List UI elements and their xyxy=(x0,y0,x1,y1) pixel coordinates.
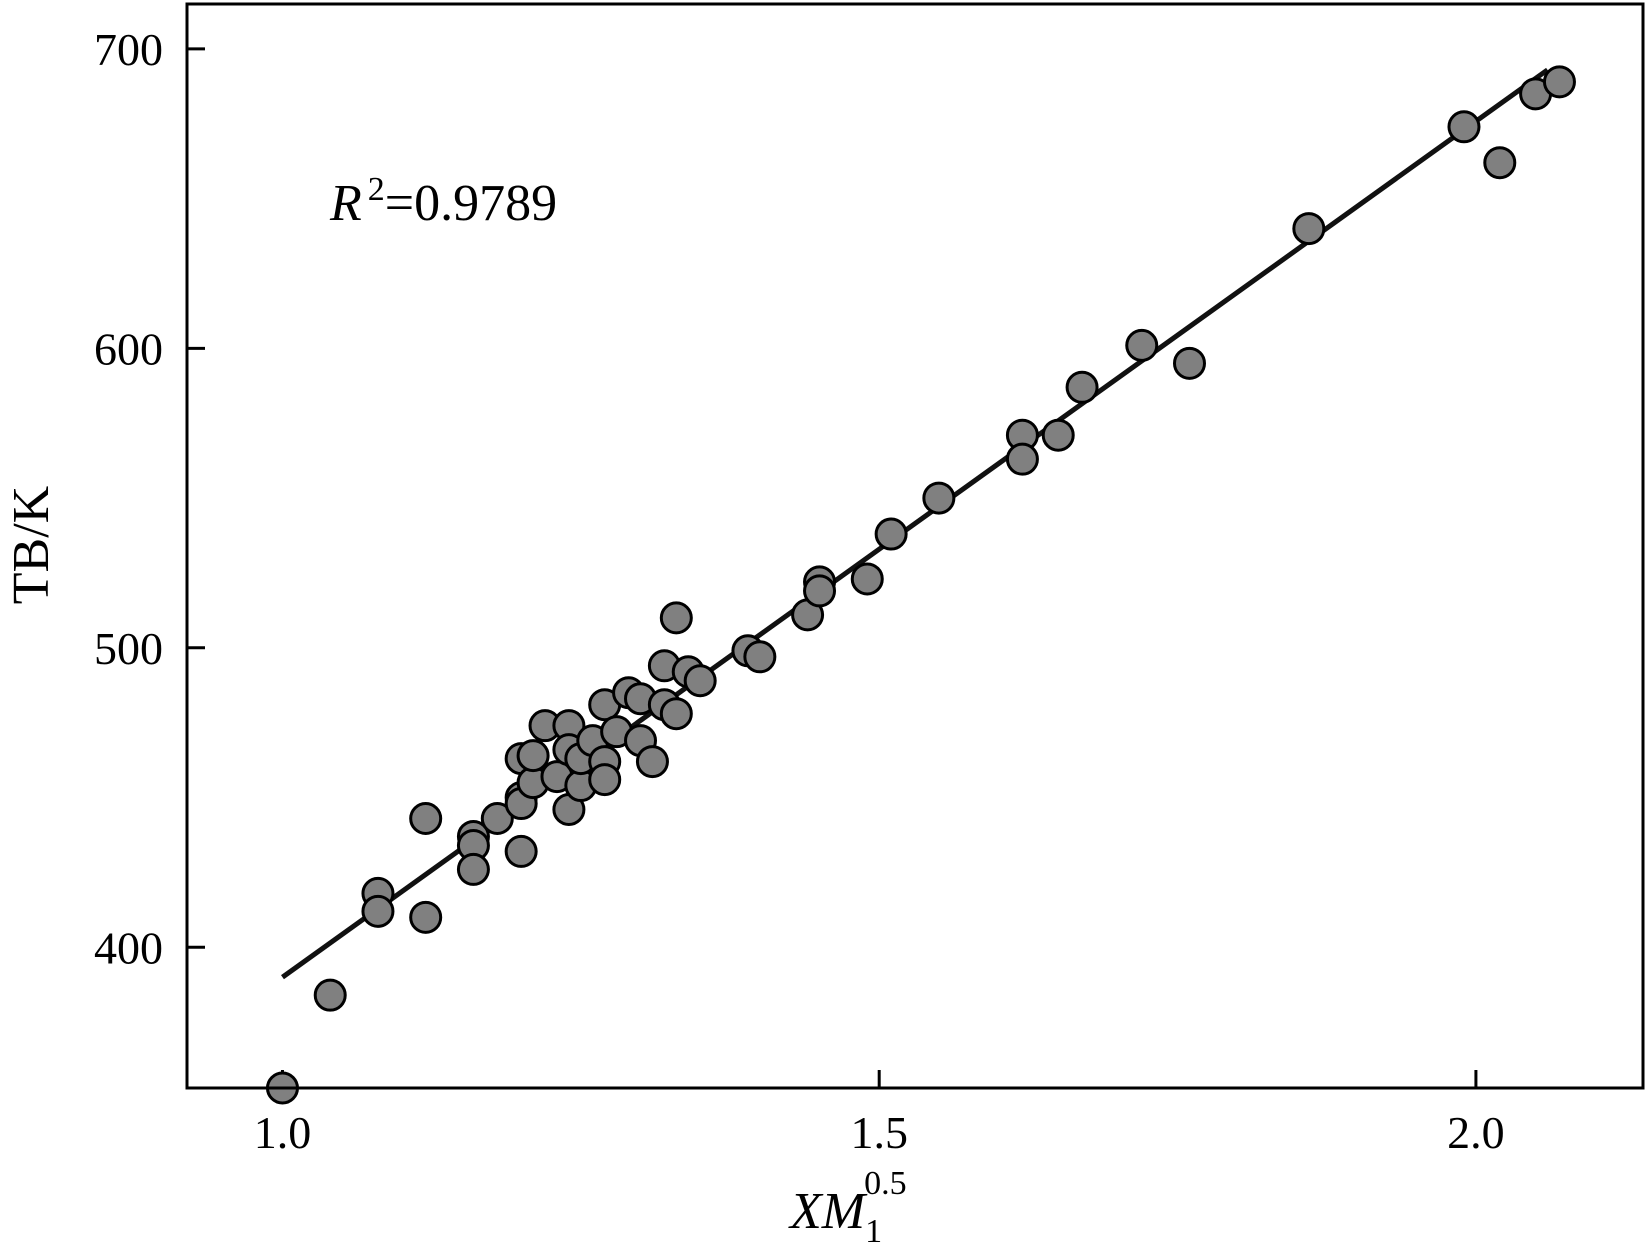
data-point xyxy=(313,978,347,1012)
data-point xyxy=(409,801,443,835)
data-point xyxy=(409,900,443,934)
data-point xyxy=(1542,65,1576,99)
data-point xyxy=(516,739,550,773)
y-tick-label: 400 xyxy=(94,922,163,973)
y-axis-title: TB/K xyxy=(3,485,60,604)
data-point xyxy=(659,601,693,635)
data-point xyxy=(1041,418,1075,452)
data-point xyxy=(1125,328,1159,362)
r-superscript: 2 xyxy=(368,171,385,208)
data-point xyxy=(922,481,956,515)
data-point xyxy=(1065,370,1099,404)
r-symbol: R xyxy=(329,175,362,232)
data-point xyxy=(456,852,490,886)
data-point xyxy=(1172,346,1206,380)
data-point xyxy=(1447,110,1481,144)
x-axis-title-sub: 1 xyxy=(865,1213,882,1243)
x-axis-title-main: XM xyxy=(788,1183,868,1240)
data-point xyxy=(361,894,395,928)
data-point xyxy=(480,801,514,835)
r-value: =0.9789 xyxy=(385,175,557,232)
data-point xyxy=(588,763,622,797)
data-point xyxy=(1483,146,1517,180)
data-point xyxy=(635,745,669,779)
data-point xyxy=(1292,212,1326,246)
plot-frame xyxy=(185,2,1645,1090)
x-axis-title: XM1 0.5 xyxy=(788,1165,907,1243)
data-point xyxy=(504,834,538,868)
data-point xyxy=(1005,442,1039,476)
x-tick-label: 1.0 xyxy=(254,1107,312,1158)
data-point xyxy=(683,664,717,698)
data-point xyxy=(803,574,837,608)
data-point xyxy=(743,640,777,674)
r-squared-annotation: R 2=0.9789 xyxy=(329,171,557,232)
y-tick-label: 700 xyxy=(94,24,163,75)
data-point xyxy=(874,517,908,551)
x-tick-label: 1.5 xyxy=(850,1107,908,1158)
data-point xyxy=(850,562,884,596)
x-axis-title-sup: 0.5 xyxy=(864,1165,907,1202)
data-points xyxy=(265,65,1576,1105)
axis-ticks: 1.0 1.5 2.0 400 500 600 700 xyxy=(94,24,1505,1158)
x-tick-label: 2.0 xyxy=(1447,1107,1505,1158)
y-tick-label: 600 xyxy=(94,323,163,374)
y-tick-label: 500 xyxy=(94,623,163,674)
data-point xyxy=(659,697,693,731)
